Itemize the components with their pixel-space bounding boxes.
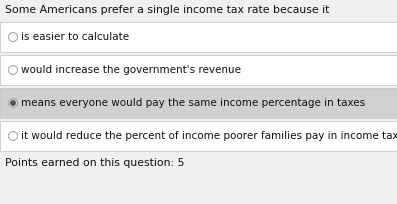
Circle shape bbox=[11, 101, 15, 105]
Text: would increase the government's revenue: would increase the government's revenue bbox=[21, 65, 241, 75]
Text: it would reduce the percent of income poorer families pay in income taxes: it would reduce the percent of income po… bbox=[21, 131, 397, 141]
FancyBboxPatch shape bbox=[0, 55, 397, 85]
Circle shape bbox=[8, 132, 17, 141]
FancyBboxPatch shape bbox=[0, 121, 397, 151]
FancyBboxPatch shape bbox=[0, 88, 397, 118]
Text: is easier to calculate: is easier to calculate bbox=[21, 32, 129, 42]
Circle shape bbox=[8, 65, 17, 74]
Text: means everyone would pay the same income percentage in taxes: means everyone would pay the same income… bbox=[21, 98, 365, 108]
Text: Some Americans prefer a single income tax rate because it: Some Americans prefer a single income ta… bbox=[5, 5, 330, 15]
Circle shape bbox=[8, 99, 17, 108]
Circle shape bbox=[8, 32, 17, 41]
FancyBboxPatch shape bbox=[0, 22, 397, 52]
Text: Points earned on this question: 5: Points earned on this question: 5 bbox=[5, 158, 185, 168]
